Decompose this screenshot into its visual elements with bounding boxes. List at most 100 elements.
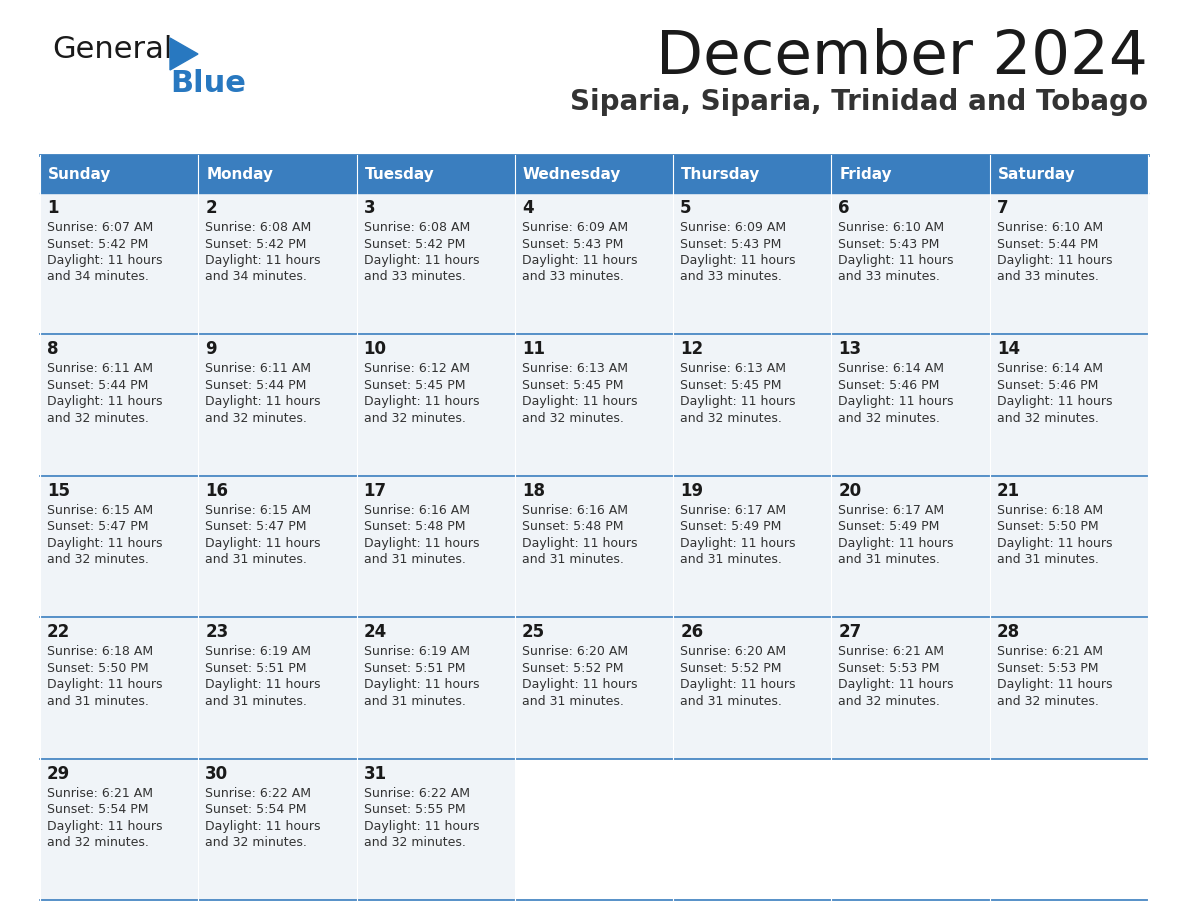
Text: and 33 minutes.: and 33 minutes. [997, 271, 1099, 284]
Text: 26: 26 [681, 623, 703, 641]
Text: Sunset: 5:42 PM: Sunset: 5:42 PM [364, 238, 465, 251]
Text: 28: 28 [997, 623, 1019, 641]
Bar [674, 155, 832, 193]
Text: and 32 minutes.: and 32 minutes. [48, 554, 148, 566]
Bar [356, 334, 514, 476]
Text: and 32 minutes.: and 32 minutes. [839, 412, 941, 425]
Text: 22: 22 [48, 623, 70, 641]
Text: Sunrise: 6:22 AM: Sunrise: 6:22 AM [364, 787, 469, 800]
Text: Sunrise: 6:17 AM: Sunrise: 6:17 AM [839, 504, 944, 517]
Text: Daylight: 11 hours: Daylight: 11 hours [681, 254, 796, 267]
Text: Sunrise: 6:17 AM: Sunrise: 6:17 AM [681, 504, 786, 517]
Text: Daylight: 11 hours: Daylight: 11 hours [839, 537, 954, 550]
Text: 25: 25 [522, 623, 545, 641]
Text: and 31 minutes.: and 31 minutes. [48, 695, 148, 708]
Bar [514, 155, 674, 193]
Text: and 31 minutes.: and 31 minutes. [206, 695, 308, 708]
Text: Daylight: 11 hours: Daylight: 11 hours [48, 254, 163, 267]
Bar [674, 193, 832, 334]
Text: and 32 minutes.: and 32 minutes. [48, 836, 148, 849]
Text: Daylight: 11 hours: Daylight: 11 hours [206, 396, 321, 409]
Text: 27: 27 [839, 623, 861, 641]
Text: Sunrise: 6:10 AM: Sunrise: 6:10 AM [997, 221, 1102, 234]
Bar [198, 193, 356, 334]
Bar [40, 193, 198, 334]
Text: Daylight: 11 hours: Daylight: 11 hours [364, 537, 479, 550]
Text: Daylight: 11 hours: Daylight: 11 hours [681, 537, 796, 550]
Bar [832, 334, 990, 476]
Text: Sunset: 5:47 PM: Sunset: 5:47 PM [206, 521, 307, 533]
Text: Sunset: 5:51 PM: Sunset: 5:51 PM [364, 662, 465, 675]
Text: 9: 9 [206, 341, 217, 358]
Bar [990, 476, 1148, 617]
Text: 5: 5 [681, 199, 691, 217]
Text: Sunrise: 6:19 AM: Sunrise: 6:19 AM [364, 645, 469, 658]
Text: and 31 minutes.: and 31 minutes. [364, 554, 466, 566]
Text: Sunset: 5:45 PM: Sunset: 5:45 PM [522, 379, 624, 392]
Text: Daylight: 11 hours: Daylight: 11 hours [681, 396, 796, 409]
Text: Sunset: 5:55 PM: Sunset: 5:55 PM [364, 803, 466, 816]
Text: Sunrise: 6:18 AM: Sunrise: 6:18 AM [48, 645, 153, 658]
Bar [40, 617, 198, 758]
Text: Daylight: 11 hours: Daylight: 11 hours [364, 254, 479, 267]
Text: Sunrise: 6:09 AM: Sunrise: 6:09 AM [681, 221, 786, 234]
Text: Sunrise: 6:21 AM: Sunrise: 6:21 AM [997, 645, 1102, 658]
Text: 16: 16 [206, 482, 228, 499]
Text: Sunset: 5:54 PM: Sunset: 5:54 PM [48, 803, 148, 816]
Text: Sunset: 5:44 PM: Sunset: 5:44 PM [206, 379, 307, 392]
Text: 14: 14 [997, 341, 1019, 358]
Text: Sunrise: 6:21 AM: Sunrise: 6:21 AM [839, 645, 944, 658]
Text: Daylight: 11 hours: Daylight: 11 hours [206, 254, 321, 267]
Text: Sunrise: 6:14 AM: Sunrise: 6:14 AM [997, 363, 1102, 375]
Text: Sunset: 5:46 PM: Sunset: 5:46 PM [839, 379, 940, 392]
Text: and 32 minutes.: and 32 minutes. [839, 695, 941, 708]
Text: Sunset: 5:42 PM: Sunset: 5:42 PM [48, 238, 148, 251]
Text: Sunset: 5:47 PM: Sunset: 5:47 PM [48, 521, 148, 533]
Text: and 31 minutes.: and 31 minutes. [522, 695, 624, 708]
Text: Daylight: 11 hours: Daylight: 11 hours [48, 537, 163, 550]
Text: Sunrise: 6:15 AM: Sunrise: 6:15 AM [48, 504, 153, 517]
Text: Sunset: 5:43 PM: Sunset: 5:43 PM [522, 238, 624, 251]
Text: Sunset: 5:44 PM: Sunset: 5:44 PM [997, 238, 1098, 251]
Text: Sunrise: 6:08 AM: Sunrise: 6:08 AM [206, 221, 311, 234]
Text: Sunset: 5:49 PM: Sunset: 5:49 PM [839, 521, 940, 533]
Bar [832, 155, 990, 193]
Text: and 31 minutes.: and 31 minutes. [681, 695, 782, 708]
Text: Sunset: 5:42 PM: Sunset: 5:42 PM [206, 238, 307, 251]
Text: 12: 12 [681, 341, 703, 358]
Text: Sunrise: 6:16 AM: Sunrise: 6:16 AM [364, 504, 469, 517]
Text: Daylight: 11 hours: Daylight: 11 hours [206, 537, 321, 550]
Bar [990, 193, 1148, 334]
Text: Sunrise: 6:10 AM: Sunrise: 6:10 AM [839, 221, 944, 234]
Text: Sunset: 5:45 PM: Sunset: 5:45 PM [681, 379, 782, 392]
Text: Daylight: 11 hours: Daylight: 11 hours [522, 678, 637, 691]
Bar [198, 758, 356, 900]
Text: 11: 11 [522, 341, 545, 358]
Bar [990, 617, 1148, 758]
Text: and 33 minutes.: and 33 minutes. [364, 271, 466, 284]
Text: 30: 30 [206, 765, 228, 783]
Text: Daylight: 11 hours: Daylight: 11 hours [839, 396, 954, 409]
Text: and 31 minutes.: and 31 minutes. [681, 554, 782, 566]
Text: Daylight: 11 hours: Daylight: 11 hours [48, 678, 163, 691]
Text: and 31 minutes.: and 31 minutes. [997, 554, 1099, 566]
Text: Sunset: 5:43 PM: Sunset: 5:43 PM [839, 238, 940, 251]
Text: Daylight: 11 hours: Daylight: 11 hours [997, 678, 1112, 691]
Text: Wednesday: Wednesday [523, 166, 621, 182]
Text: Sunset: 5:49 PM: Sunset: 5:49 PM [681, 521, 782, 533]
Bar [356, 758, 514, 900]
Text: 20: 20 [839, 482, 861, 499]
Text: Sunrise: 6:12 AM: Sunrise: 6:12 AM [364, 363, 469, 375]
Text: Sunrise: 6:14 AM: Sunrise: 6:14 AM [839, 363, 944, 375]
Text: Daylight: 11 hours: Daylight: 11 hours [522, 396, 637, 409]
Bar [674, 758, 832, 900]
Text: and 32 minutes.: and 32 minutes. [997, 412, 1099, 425]
Text: Sunrise: 6:13 AM: Sunrise: 6:13 AM [681, 363, 786, 375]
Text: 3: 3 [364, 199, 375, 217]
Text: 15: 15 [48, 482, 70, 499]
Text: Daylight: 11 hours: Daylight: 11 hours [997, 396, 1112, 409]
Text: and 32 minutes.: and 32 minutes. [206, 836, 308, 849]
Text: Sunrise: 6:07 AM: Sunrise: 6:07 AM [48, 221, 153, 234]
Bar [198, 155, 356, 193]
Text: Sunrise: 6:18 AM: Sunrise: 6:18 AM [997, 504, 1102, 517]
